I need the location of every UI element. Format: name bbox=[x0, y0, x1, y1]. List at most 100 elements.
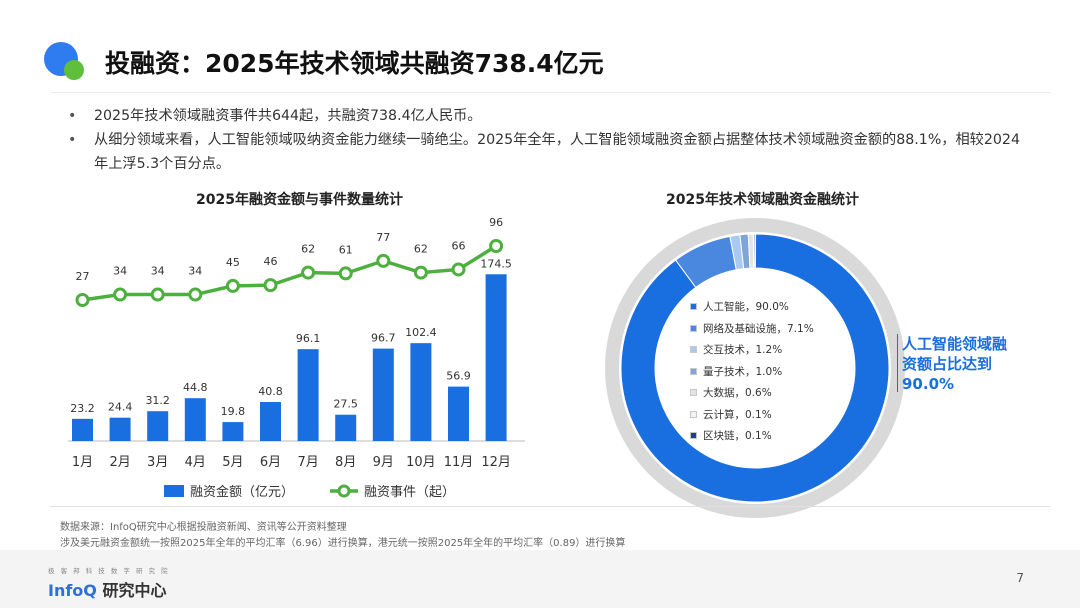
bar-value-label: 24.4 bbox=[108, 401, 133, 414]
funding-bar bbox=[297, 349, 319, 441]
title-divider bbox=[50, 92, 1050, 93]
event-count-point bbox=[301, 265, 316, 280]
event-count-point bbox=[489, 239, 504, 253]
bar-value-label: 27.5 bbox=[333, 398, 358, 411]
event-count-label: 62 bbox=[414, 243, 428, 256]
legend-label: 大数据，0.6% bbox=[703, 387, 772, 400]
bar-value-label: 44.8 bbox=[183, 381, 208, 394]
event-count-label: 45 bbox=[226, 256, 240, 269]
bar-value-label: 19.8 bbox=[221, 405, 246, 418]
x-tick-label: 8月 bbox=[335, 455, 356, 470]
footer-divider bbox=[50, 506, 1050, 507]
event-count-point bbox=[75, 293, 90, 307]
event-count-label: 34 bbox=[188, 265, 202, 278]
funding-bar bbox=[335, 414, 357, 441]
event-count-point bbox=[188, 287, 203, 302]
bar-value-label: 96.7 bbox=[371, 332, 396, 345]
x-tick-label: 1月 bbox=[72, 455, 93, 470]
legend-label: 人工智能，90.0% bbox=[703, 301, 789, 314]
x-tick-label: 10月 bbox=[406, 455, 436, 470]
event-count-label: 46 bbox=[264, 255, 278, 268]
source-line: 涉及美元融资金额统一按照2025年全年的平均汇率（6.96）进行换算，港元统一按… bbox=[60, 538, 626, 549]
legend-label: 量子技术，1.0% bbox=[703, 365, 783, 378]
donut-legend-item: 人工智能，90.0% bbox=[690, 296, 814, 318]
legend-swatch bbox=[690, 346, 697, 354]
donut-legend-item: 交互技术，1.2% bbox=[690, 339, 814, 361]
ai-share-callout: 人工智能领域融资额占比达到90.0% bbox=[902, 335, 1008, 393]
legend-marker-line bbox=[337, 484, 351, 498]
legend-swatch bbox=[690, 324, 697, 332]
brand-name: InfoQ bbox=[48, 581, 97, 600]
legend-swatch-bar bbox=[164, 485, 184, 497]
event-count-point bbox=[113, 287, 128, 302]
bar-value-label: 23.2 bbox=[70, 402, 95, 415]
footer-bar bbox=[0, 550, 1080, 608]
x-tick-label: 6月 bbox=[260, 455, 281, 470]
brand-tagline: 极 客 邦 科 技 数 字 研 究 院 bbox=[48, 567, 170, 575]
donut-chart-title: 2025年技术领域融资金融统计 bbox=[666, 192, 859, 208]
x-tick-label: 2月 bbox=[109, 455, 130, 470]
donut-legend-item: 区块链，0.1% bbox=[690, 425, 814, 447]
funding-bar bbox=[222, 422, 244, 441]
brand-logo: 极 客 邦 科 技 数 字 研 究 院 InfoQ 研究中心 bbox=[48, 565, 170, 601]
page-number: 7 bbox=[1016, 571, 1024, 585]
funding-bar bbox=[485, 274, 507, 441]
donut-slice bbox=[620, 233, 890, 503]
bar-value-label: 40.8 bbox=[258, 385, 283, 398]
event-count-label: 27 bbox=[76, 270, 90, 283]
bar-value-label: 31.2 bbox=[145, 394, 170, 407]
legend-label: 云计算，0.1% bbox=[703, 408, 772, 421]
legend-swatch bbox=[690, 410, 697, 418]
event-count-point bbox=[413, 265, 428, 280]
donut-slice bbox=[753, 233, 757, 269]
donut-legend-item: 量子技术，1.0% bbox=[690, 361, 814, 383]
event-count-point bbox=[338, 266, 353, 281]
event-count-label: 77 bbox=[376, 231, 390, 244]
legend-label: 区块链，0.1% bbox=[703, 430, 772, 443]
bullet-item: 从细分领域来看，人工智能领域吸纳资金能力继续一骑绝尘。2025年全年，人工智能领… bbox=[68, 128, 1028, 176]
legend-swatch bbox=[690, 389, 697, 397]
funding-bar bbox=[147, 411, 169, 441]
event-count-label: 34 bbox=[113, 265, 127, 278]
event-count-point bbox=[263, 278, 278, 293]
legend-swatch bbox=[690, 432, 697, 440]
bar-value-label: 174.5 bbox=[480, 257, 512, 270]
x-tick-label: 12月 bbox=[481, 455, 511, 470]
event-count-point bbox=[150, 287, 165, 302]
sector-donut-chart bbox=[605, 218, 905, 518]
funding-combo-chart: 23.2 1月 24.4 2月 31.2 3月 44.8 4月 19.8 5月 40.8 6月 96.1… bbox=[68, 216, 525, 500]
x-tick-label: 5月 bbox=[222, 455, 243, 470]
bar-value-label: 56.9 bbox=[446, 370, 471, 383]
donut-legend-item: 云计算，0.1% bbox=[690, 404, 814, 426]
donut-legend-item: 大数据，0.6% bbox=[690, 382, 814, 404]
x-tick-label: 4月 bbox=[185, 455, 206, 470]
funding-bar bbox=[410, 343, 432, 441]
donut-outer-gap bbox=[619, 232, 891, 504]
event-count-point bbox=[376, 253, 391, 268]
brand-name-cn: 研究中心 bbox=[102, 581, 167, 600]
combo-chart-title: 2025年融资金额与事件数量统计 bbox=[196, 192, 403, 208]
x-tick-label: 3月 bbox=[147, 455, 168, 470]
source-note: 数据来源：InfoQ研究中心根据投融资新闻、资讯等公开资料整理 涉及美元融资金额… bbox=[60, 520, 625, 552]
bar-value-label: 102.4 bbox=[405, 326, 437, 339]
legend-swatch bbox=[690, 303, 697, 311]
event-count-point bbox=[225, 278, 240, 293]
funding-bar bbox=[260, 402, 281, 441]
funding-bar bbox=[109, 417, 131, 441]
legend-label: 网络及基础设施，7.1% bbox=[703, 322, 814, 335]
event-count-label: 34 bbox=[151, 265, 165, 278]
event-count-label: 96 bbox=[489, 216, 503, 229]
donut-legend-item: 网络及基础设施，7.1% bbox=[690, 318, 814, 340]
title-logo-icon bbox=[44, 42, 90, 82]
legend-label: 交互技术，1.2% bbox=[703, 344, 783, 357]
funding-bar bbox=[72, 418, 93, 441]
legend-swatch bbox=[690, 367, 697, 375]
event-count-line bbox=[82, 244, 498, 302]
page-title: 投融资：2025年技术领域共融资738.4亿元 bbox=[105, 49, 604, 78]
legend-label-line: 融资事件（起） bbox=[364, 485, 455, 500]
funding-bar bbox=[184, 398, 206, 441]
source-line: 数据来源：InfoQ研究中心根据投融资新闻、资讯等公开资料整理 bbox=[60, 522, 347, 533]
event-count-label: 61 bbox=[339, 243, 353, 256]
x-tick-label: 9月 bbox=[373, 455, 394, 470]
legend-label-bar: 融资金额（亿元） bbox=[190, 484, 294, 500]
